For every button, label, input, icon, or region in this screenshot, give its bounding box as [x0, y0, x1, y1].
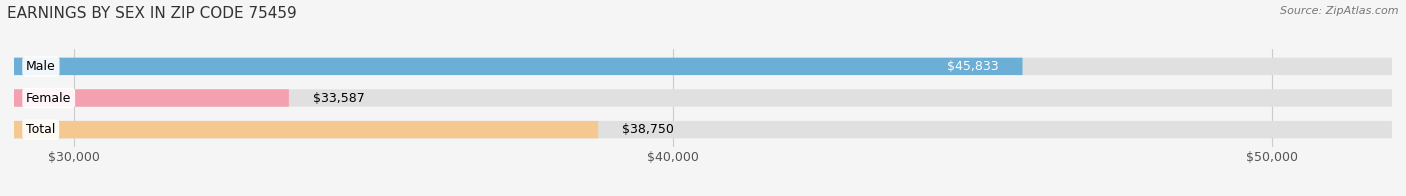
Text: $38,750: $38,750 — [621, 123, 673, 136]
Text: Total: Total — [27, 123, 55, 136]
Text: Male: Male — [27, 60, 56, 73]
FancyBboxPatch shape — [14, 89, 1392, 107]
Text: $45,833: $45,833 — [946, 60, 998, 73]
Text: EARNINGS BY SEX IN ZIP CODE 75459: EARNINGS BY SEX IN ZIP CODE 75459 — [7, 6, 297, 21]
Text: Female: Female — [27, 92, 72, 104]
FancyBboxPatch shape — [14, 121, 598, 138]
FancyBboxPatch shape — [14, 89, 288, 107]
FancyBboxPatch shape — [14, 121, 1392, 138]
FancyBboxPatch shape — [14, 58, 1022, 75]
FancyBboxPatch shape — [14, 58, 1392, 75]
Text: $33,587: $33,587 — [312, 92, 364, 104]
Text: Source: ZipAtlas.com: Source: ZipAtlas.com — [1281, 6, 1399, 16]
